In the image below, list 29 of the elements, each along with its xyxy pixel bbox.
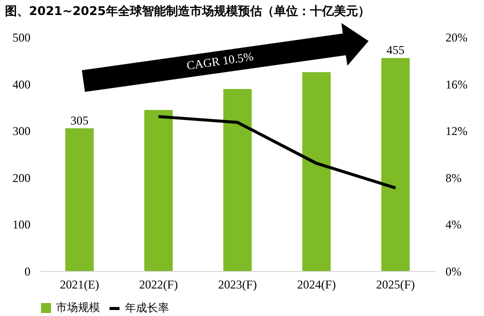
y2-tick-label: 8% (446, 170, 462, 185)
y2-tick-label: 20% (446, 30, 468, 44)
y2-tick-label: 12% (446, 124, 468, 138)
y-tick-label: 300 (12, 124, 30, 138)
y-tick-label: 400 (12, 77, 30, 92)
legend-label: 年成长率 (125, 302, 169, 314)
data-label: 455 (386, 43, 404, 58)
bar (381, 58, 410, 271)
y2-tick-label: 0% (446, 264, 462, 278)
y2-tick-label: 16% (446, 77, 468, 92)
x-tick-label: 2024(F) (297, 278, 336, 292)
bar (65, 128, 94, 271)
bar (302, 72, 331, 271)
y2-tick-label: 4% (446, 218, 462, 232)
y-tick-label: 100 (12, 218, 30, 232)
chart-title: 图、2021~2025年全球智能制造市场规模预估（单位：十亿美元） (5, 4, 370, 18)
x-tick-label: 2023(F) (218, 278, 257, 292)
x-tick-label: 2021(E) (60, 278, 100, 292)
bar (223, 88, 252, 271)
x-tick-label: 2022(F) (139, 278, 178, 292)
bar (144, 110, 173, 271)
annotation: CAGR 10.5% (186, 49, 254, 73)
y-tick-label: 500 (12, 30, 30, 44)
y-tick-label: 0 (24, 264, 30, 278)
legend-label: 市场规模 (56, 301, 100, 314)
y-tick-label: 200 (12, 170, 30, 185)
x-tick-label: 2025(F) (376, 278, 415, 292)
line-series (157, 115, 397, 190)
data-label: 305 (70, 113, 88, 128)
